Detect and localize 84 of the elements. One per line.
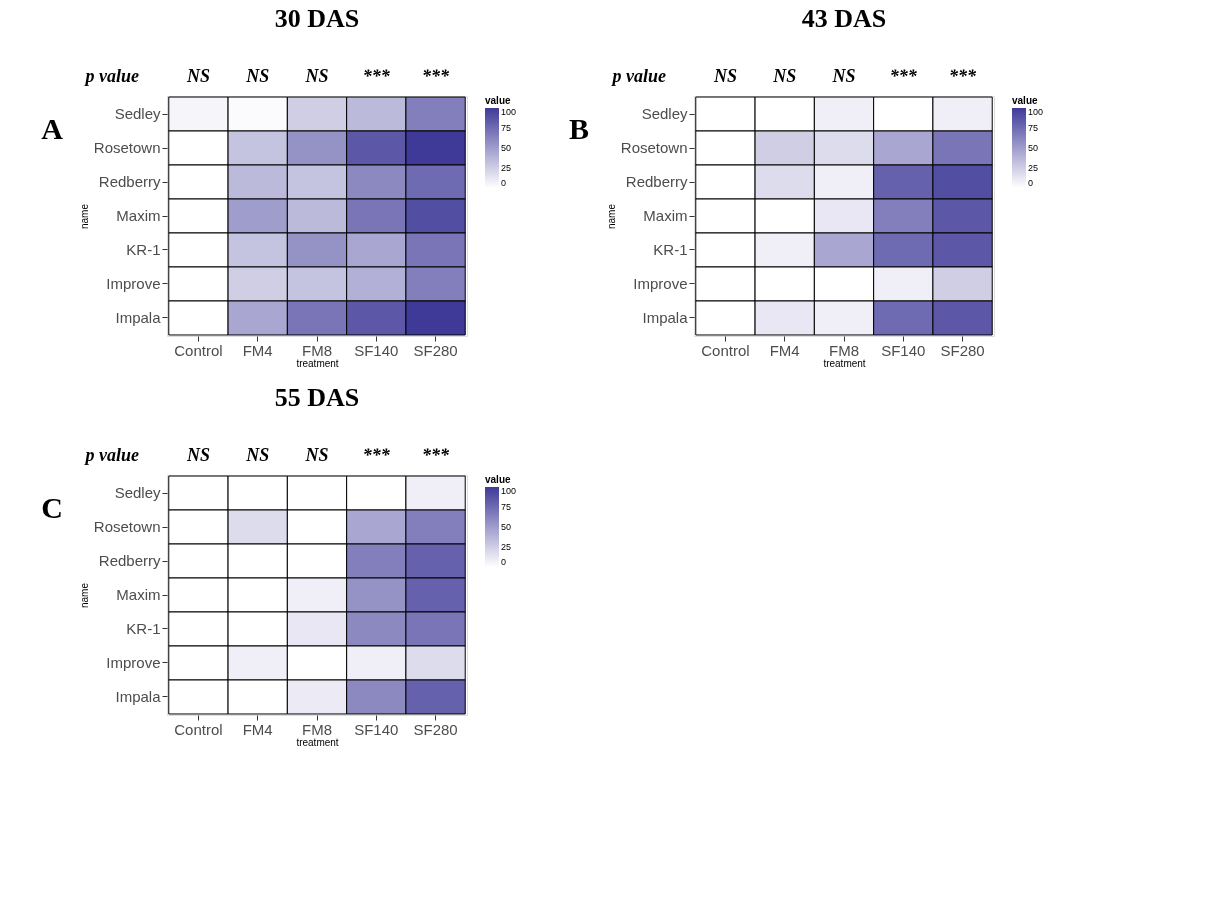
x-axis-title: treatment [296,736,339,748]
text: NS [185,66,210,86]
color-bar-label: 75 [501,502,512,512]
y-tick-label: Improve [633,274,688,292]
x-tick-label: FM4 [242,341,273,359]
color-bar-title: value [485,474,512,485]
y-tick-label: KR-1 [126,240,161,258]
y-tick-label: Improve [106,274,161,292]
text: A [41,111,64,145]
y-tick-label: KR-1 [126,619,161,637]
x-tick-label: Control [174,720,223,738]
text: B [568,111,590,145]
text: p value [83,66,139,86]
text: NS [304,66,329,86]
x-tick-label: FM4 [242,720,273,738]
x-tick-label: FM4 [769,341,800,359]
y-tick-label: Rosetown [93,139,161,157]
y-tick-label: Rosetown [93,518,161,536]
text: NS [712,66,737,86]
color-bar-label: 100 [501,486,517,496]
y-tick-label: Redberry [98,552,161,570]
color-bar-label: 75 [501,123,512,133]
y-axis-title: name [78,203,90,230]
color-bar-label: 50 [1028,143,1039,153]
text: *** [362,66,391,86]
color-bar-title: value [1012,95,1039,106]
y-tick-label: Impala [642,308,689,326]
color-bar-label: 25 [501,542,512,552]
y-tick-label: Sedley [641,105,688,123]
color-bar-label: 75 [1028,123,1039,133]
color-bar-label: 100 [501,107,517,117]
x-tick-label: SF280 [413,720,458,738]
text: p value [83,445,139,465]
y-tick-label: Sedley [114,105,161,123]
x-tick-label: SF280 [940,341,985,359]
text: *** [949,66,978,86]
x-tick-label: FM8 [302,341,332,359]
chart-title: 43 DAS [801,4,887,33]
x-tick-label: SF140 [354,720,399,738]
y-tick-label: Maxim [116,207,161,224]
y-tick-label: Maxim [643,207,688,224]
text: *** [889,66,918,86]
color-bar-label: 0 [1028,178,1034,188]
text: NS [245,66,270,86]
y-tick-label: Maxim [116,586,161,603]
color-bar-label: 100 [1028,107,1044,117]
y-tick-label: Redberry [625,173,688,191]
text: *** [422,445,451,465]
x-tick-label: SF140 [354,341,399,359]
chart-title: 30 DAS [274,4,360,33]
color-bar-label: 25 [501,163,512,173]
color-bar-label: 50 [501,143,512,153]
color-bar-label: 50 [501,522,512,532]
y-tick-label: Improve [106,653,161,671]
x-tick-label: FM8 [302,720,332,738]
text: NS [304,445,329,465]
y-axis-title: name [78,582,90,609]
x-axis-title: treatment [296,357,339,369]
text: NS [831,66,856,86]
chart-title: 55 DAS [274,383,360,412]
text: *** [422,66,451,86]
color-bar-label: 25 [1028,163,1039,173]
x-axis-title: treatment [823,357,866,369]
x-tick-label: SF140 [881,341,926,359]
x-tick-label: Control [174,341,223,359]
text: C [41,490,63,524]
y-tick-label: KR-1 [653,240,688,258]
x-tick-label: FM8 [829,341,859,359]
x-tick-label: SF280 [413,341,458,359]
text: *** [362,445,391,465]
text: NS [185,445,210,465]
color-bar-label: 0 [501,557,507,567]
text: NS [772,66,797,86]
text: NS [245,445,270,465]
y-tick-label: Rosetown [620,139,688,157]
y-tick-label: Redberry [98,173,161,191]
y-axis-title: name [605,203,617,230]
text: p value [610,66,666,86]
y-tick-label: Sedley [114,484,161,502]
x-tick-label: Control [701,341,750,359]
y-tick-label: Impala [115,308,162,326]
color-bar-title: value [485,95,512,106]
y-tick-label: Impala [115,687,162,705]
color-bar-label: 0 [501,178,507,188]
